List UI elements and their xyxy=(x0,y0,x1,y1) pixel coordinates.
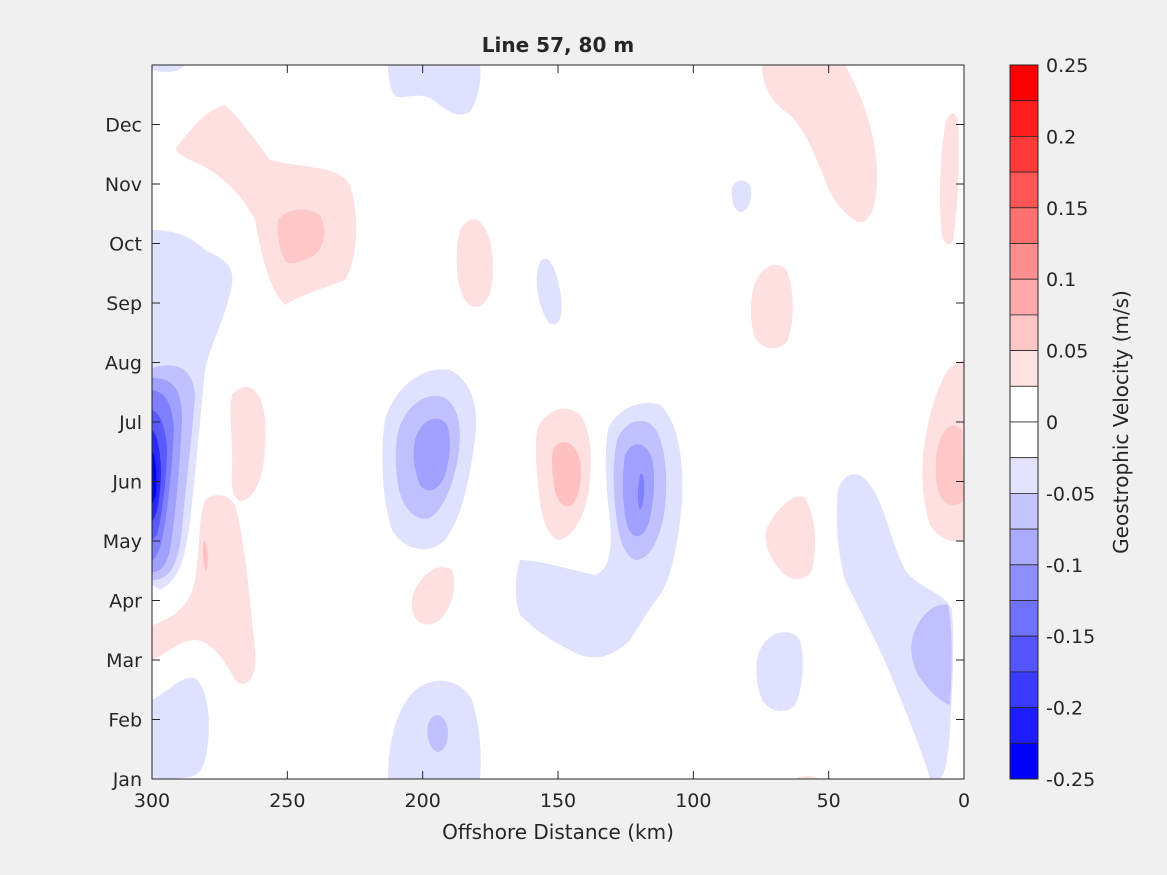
colorbar-segment xyxy=(1009,671,1039,709)
colorbar-segment xyxy=(1009,421,1039,459)
contour-fills xyxy=(152,65,964,779)
colorbar-tick-label: 0.1 xyxy=(1046,269,1076,291)
colorbar-segment xyxy=(1009,135,1039,173)
y-tick-label: Apr xyxy=(109,591,142,613)
colorbar-tick-label: 0 xyxy=(1046,412,1058,434)
colorbar-segment xyxy=(1009,742,1039,780)
y-tick-label: Mar xyxy=(106,650,142,672)
contour-pos-may60 xyxy=(765,496,816,579)
colorbar-segment xyxy=(1009,64,1039,102)
contour-neg-top-195 xyxy=(388,65,481,115)
colorbar-segment xyxy=(1009,457,1039,494)
x-tick-label: 300 xyxy=(134,790,170,812)
y-tick-label: Jun xyxy=(111,472,142,494)
x-tick-label: 200 xyxy=(405,790,441,812)
colorbar-tick-label: 0.2 xyxy=(1046,126,1076,148)
y-tick-label: Nov xyxy=(105,174,142,196)
y-tick-label: May xyxy=(103,531,142,553)
colorbar-tick-label: -0.15 xyxy=(1046,626,1095,648)
contour-neg-top-left xyxy=(152,65,185,73)
colorbar-segment xyxy=(1009,492,1039,530)
colorbar-tick-label: 0.25 xyxy=(1046,55,1088,77)
contour-pos-bottom-50 xyxy=(795,776,820,779)
colorbar-segment xyxy=(1009,528,1039,566)
colorbar-segment xyxy=(1009,385,1039,423)
x-tick-label: 150 xyxy=(540,790,576,812)
contour-pos-top-right xyxy=(762,65,878,223)
contour-neg-east-l1 xyxy=(836,474,954,779)
contour-pos-oct-l2 xyxy=(277,209,325,264)
x-tick-label: 0 xyxy=(958,790,970,812)
x-axis: 300 250 200 150 100 50 0 xyxy=(134,65,970,812)
contour-neg-jan195-l2 xyxy=(427,715,448,752)
y-tick-label: Aug xyxy=(105,353,142,375)
colorbar-segment xyxy=(1009,350,1039,387)
colorbar-tick-label: -0.25 xyxy=(1046,769,1095,791)
colorbar-segment xyxy=(1009,171,1039,209)
y-tick-label: Feb xyxy=(108,710,142,732)
chart-title: Line 57, 80 m xyxy=(482,33,634,57)
x-tick-label: 250 xyxy=(269,790,305,812)
colorbar-tick-label: -0.1 xyxy=(1046,555,1083,577)
contour-neg-mar65 xyxy=(756,632,803,712)
contour-pos-west-upper xyxy=(230,387,266,501)
colorbar-frame xyxy=(1009,64,1039,780)
y-tick-label: Jul xyxy=(118,412,142,434)
contour-pos-apr190 xyxy=(412,566,455,625)
contour-pos-jun147-l2 xyxy=(551,442,582,507)
colorbar-tick-label: -0.2 xyxy=(1046,698,1083,720)
contour-neg-jun195-l3 xyxy=(413,418,450,491)
y-axis: Jan Feb Mar Apr May Jun Jul Aug Sep Oct Nov Dec xyxy=(103,115,964,791)
colorbar-label: Geostrophic Velocity (m/s) xyxy=(1109,290,1133,554)
colorbar: 0.25 0.2 0.15 0.1 0.05 0 -0.05 -0.1 -0.15 -0.2 -0.… xyxy=(1009,55,1095,791)
colorbar-segment xyxy=(1009,100,1039,137)
colorbar-tick-label: 0.15 xyxy=(1046,198,1088,220)
contour-pos-east-l2 xyxy=(935,425,964,506)
x-tick-label: 100 xyxy=(675,790,711,812)
y-tick-label: Dec xyxy=(105,115,142,137)
x-axis-label: Offshore Distance (km) xyxy=(442,820,674,844)
colorbar-segment xyxy=(1009,314,1039,351)
colorbar-tick-label: -0.05 xyxy=(1046,483,1095,505)
contour-neg-east-l2 xyxy=(911,604,952,705)
colorbar-tick-label: 0.05 xyxy=(1046,341,1088,363)
contour-pos-170 xyxy=(456,219,493,308)
contour-neg-85 xyxy=(731,180,752,212)
contour-pos-east-top xyxy=(939,113,959,245)
contour-neg-west-l7 xyxy=(152,450,157,505)
colorbar-segment xyxy=(1009,600,1039,637)
colorbar-segment xyxy=(1009,278,1039,316)
colorbar-segment xyxy=(1009,707,1039,744)
contour-neg-jun120-l4 xyxy=(637,473,645,510)
y-tick-label: Jan xyxy=(112,769,142,791)
contour-pos-west-l2 xyxy=(202,540,208,572)
y-tick-label: Sep xyxy=(106,293,142,315)
colorbar-segment xyxy=(1009,243,1039,280)
colorbar-segment xyxy=(1009,207,1039,244)
contour-neg-155 xyxy=(536,258,562,325)
colorbar-segment xyxy=(1009,564,1039,601)
x-tick-label: 50 xyxy=(817,790,841,812)
y-tick-label: Oct xyxy=(109,234,142,256)
plot-area xyxy=(151,64,965,780)
contour-pos-sep70 xyxy=(750,264,793,349)
contour-neg-sw-l1 xyxy=(152,677,209,779)
colorbar-segment xyxy=(1009,635,1039,673)
contour-pos-west-l1 xyxy=(152,495,256,684)
